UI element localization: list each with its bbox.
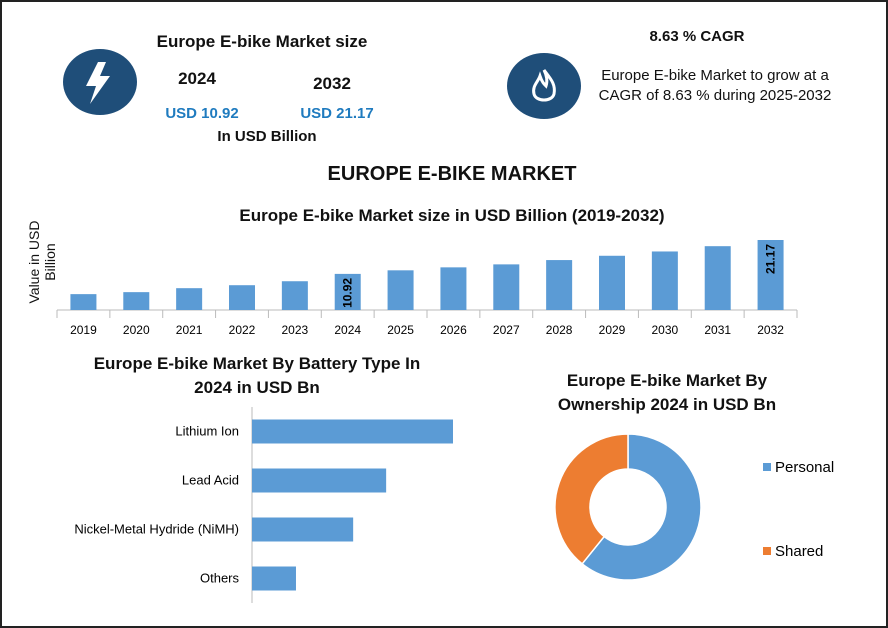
x-tick-label: 2026 <box>440 323 467 337</box>
legend-swatch <box>763 463 771 471</box>
x-tick-label: 2031 <box>704 323 731 337</box>
x-tick-label: 2032 <box>757 323 784 337</box>
cagr-text: Europe E-bike Market to grow at a CAGR o… <box>598 67 832 104</box>
unit: In USD Billion <box>217 128 317 145</box>
y-tick-label: Nickel-Metal Hydride (NiMH) <box>74 522 239 537</box>
bar <box>493 264 520 310</box>
donut-slice <box>581 433 702 581</box>
y-tick-label: Lithium Ion <box>175 424 239 439</box>
value-start: USD 10.92 <box>165 105 239 122</box>
size-title: Europe E-bike Market size <box>156 32 368 51</box>
x-tick-label: 2023 <box>282 323 309 337</box>
x-tick-label: 2030 <box>652 323 679 337</box>
bar <box>252 566 296 591</box>
x-tick-label: 2020 <box>123 323 150 337</box>
legend-label: Personal <box>775 459 834 476</box>
bar <box>229 285 255 310</box>
x-tick-label: 2028 <box>546 323 573 337</box>
bar <box>252 468 387 493</box>
cagr-title: 8.63 % CAGR <box>649 28 745 45</box>
bar <box>757 240 784 310</box>
bar <box>387 270 414 310</box>
bar <box>70 294 97 310</box>
flame-icon <box>532 69 556 102</box>
legend-label: Shared <box>775 543 823 560</box>
x-tick-label: 2029 <box>599 323 626 337</box>
x-tick-label: 2024 <box>334 323 361 337</box>
bar <box>176 288 203 310</box>
bar <box>440 267 467 310</box>
main-title: EUROPE E-BIKE MARKET <box>327 163 577 185</box>
y-tick-label: Lead Acid <box>182 473 239 488</box>
year-end: 2032 <box>313 74 351 93</box>
x-tick-label: 2022 <box>229 323 256 337</box>
bar <box>546 260 573 310</box>
x-tick-label: 2021 <box>176 323 203 337</box>
bar <box>334 273 361 310</box>
bar <box>123 292 150 310</box>
bar <box>281 281 308 310</box>
bar <box>252 419 453 444</box>
donut-slice <box>554 433 629 565</box>
bar <box>704 246 731 310</box>
y-axis-label: Value in USD Billion <box>26 220 58 304</box>
chart-title: Europe E-bike Market size in USD Billion… <box>239 206 665 225</box>
bar <box>252 517 354 542</box>
x-tick-label: 2027 <box>493 323 520 337</box>
bolt-icon <box>86 62 110 104</box>
bar <box>599 255 625 310</box>
value-end: USD 21.17 <box>300 105 374 122</box>
year-start: 2024 <box>178 69 216 88</box>
x-tick-label: 2019 <box>70 323 97 337</box>
bar <box>651 251 678 310</box>
chart-title: Europe E-bike Market By Ownership 2024 i… <box>557 371 777 414</box>
value-label: 21.17 <box>764 244 778 274</box>
value-label: 10.92 <box>341 278 355 308</box>
x-tick-label: 2025 <box>387 323 414 337</box>
legend-swatch <box>763 547 771 555</box>
chart-title: Europe E-bike Market By Battery Type In … <box>93 354 421 397</box>
y-tick-label: Others <box>200 571 240 586</box>
